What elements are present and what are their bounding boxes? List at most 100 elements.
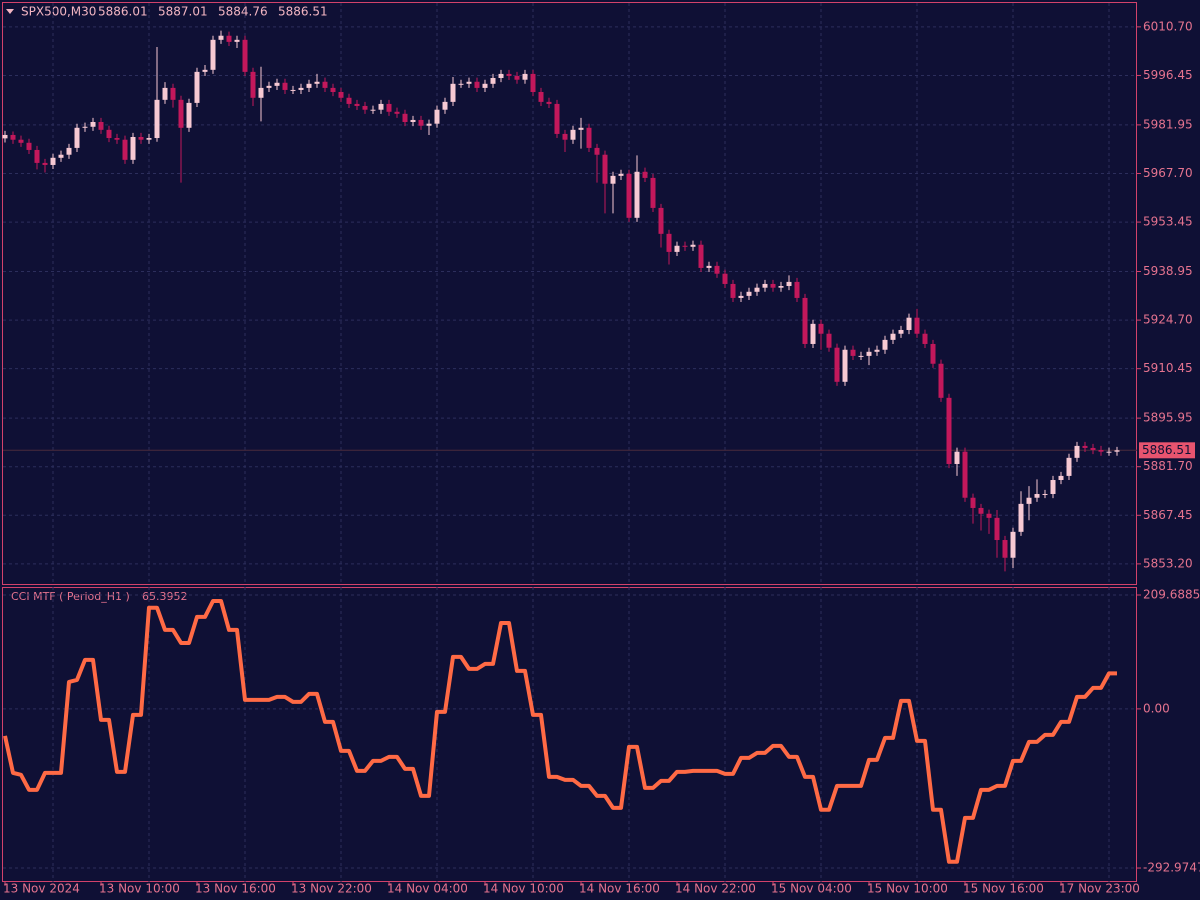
candle-body [826, 333, 832, 348]
candle-body [2, 134, 8, 139]
candle-body [706, 265, 712, 268]
candle-body [522, 73, 528, 80]
candle-body [162, 87, 168, 100]
candle-body [842, 349, 848, 382]
candle-body [466, 81, 472, 84]
candle-body [578, 127, 584, 130]
candle-body [482, 83, 488, 88]
candle-body [154, 99, 160, 139]
candle-body [802, 297, 808, 344]
candle-body [18, 139, 24, 143]
candle-body [642, 171, 648, 178]
candle-body [418, 119, 424, 126]
candle-body [1082, 445, 1088, 448]
last-price-label: 5886.51 [1142, 443, 1192, 457]
candle-body [1058, 475, 1064, 481]
y-tick-label: 5910.45 [1143, 361, 1193, 375]
candle-body [890, 333, 896, 340]
candle-body [866, 351, 872, 356]
candle-body [562, 133, 568, 140]
candle-body [50, 157, 56, 165]
candle-body [1026, 497, 1032, 504]
candle-body [626, 173, 632, 218]
symbol-menu-arrow[interactable] [6, 9, 14, 14]
x-tick-label: 14 Nov 04:00 [387, 882, 468, 896]
candle-body [554, 103, 560, 134]
candle-body [634, 171, 640, 218]
x-tick-label: 13 Nov 22:00 [291, 882, 372, 896]
candle-body [514, 75, 520, 80]
y-tick-label: -292.9747 [1143, 861, 1200, 875]
header-open: 5886.01 [98, 5, 148, 19]
y-tick-label: 5938.95 [1143, 264, 1193, 278]
candle-body [762, 283, 768, 288]
x-tick-label: 14 Nov 16:00 [579, 882, 660, 896]
candle-body [666, 233, 672, 252]
indicator-value: 65.3952 [142, 590, 188, 603]
candle-body [226, 35, 232, 42]
header-low: 5884.76 [218, 5, 268, 19]
y-tick-label: 5953.45 [1143, 215, 1193, 229]
candle-body [858, 355, 864, 357]
candle-body [370, 109, 376, 111]
candle-body [994, 517, 1000, 541]
candle-body [426, 123, 432, 126]
candle-body [282, 82, 288, 90]
indicator-title: CCI MTF ( Period_H1 ) [11, 590, 130, 603]
candle-body [1106, 451, 1112, 453]
candle-body [202, 69, 208, 72]
candle-body [914, 317, 920, 334]
x-tick-label: 17 Nov 23:00 [1059, 882, 1140, 896]
candle-body [922, 333, 928, 344]
y-tick-label: 5881.70 [1143, 459, 1193, 473]
candle-body [818, 323, 824, 334]
candle-body [586, 127, 592, 148]
candle-body [1042, 493, 1048, 495]
y-tick-label: 209.6885 [1143, 587, 1200, 601]
candle-body [1074, 445, 1080, 458]
candle-body [66, 147, 72, 155]
header-high: 5887.01 [158, 5, 208, 19]
y-tick-label: 5924.70 [1143, 313, 1193, 327]
candle-body [98, 121, 104, 130]
candle-body [986, 513, 992, 518]
x-tick-label: 15 Nov 16:00 [963, 882, 1044, 896]
x-tick-label: 13 Nov 16:00 [195, 882, 276, 896]
candle-body [122, 139, 128, 160]
candle-body [570, 129, 576, 140]
candle-body [810, 323, 816, 344]
candle-body [362, 105, 368, 110]
y-tick-label: 6010.70 [1143, 19, 1193, 33]
candle-body [754, 287, 760, 292]
candle-body [234, 39, 240, 42]
indicator-line [3, 598, 1117, 864]
x-tick-label: 14 Nov 22:00 [675, 882, 756, 896]
y-tick-label: 5867.45 [1143, 508, 1193, 522]
candle-body [874, 349, 880, 352]
candle-body [26, 142, 32, 150]
candle-body [34, 149, 40, 163]
candle-body [250, 71, 256, 98]
candle-body [946, 397, 952, 464]
indicator-pane-border [2, 587, 1137, 882]
candle-body [906, 317, 912, 330]
candle-body [210, 39, 216, 70]
candle-body [1066, 457, 1072, 476]
candle-body [186, 102, 192, 128]
candle-body [1114, 450, 1120, 452]
candle-body [834, 347, 840, 382]
header-close: 5886.51 [278, 5, 328, 19]
candle-body [146, 138, 152, 140]
candle-body [954, 451, 960, 464]
candle-body [658, 207, 664, 234]
candle-body [746, 291, 752, 296]
candle-body [978, 507, 984, 514]
candle-body [930, 343, 936, 364]
candle-body [1050, 480, 1056, 494]
y-tick-label: 5853.20 [1143, 556, 1193, 570]
x-tick-label: 13 Nov 2024 [3, 882, 80, 896]
y-tick-label: 5967.70 [1143, 166, 1193, 180]
candle-body [1090, 447, 1096, 451]
